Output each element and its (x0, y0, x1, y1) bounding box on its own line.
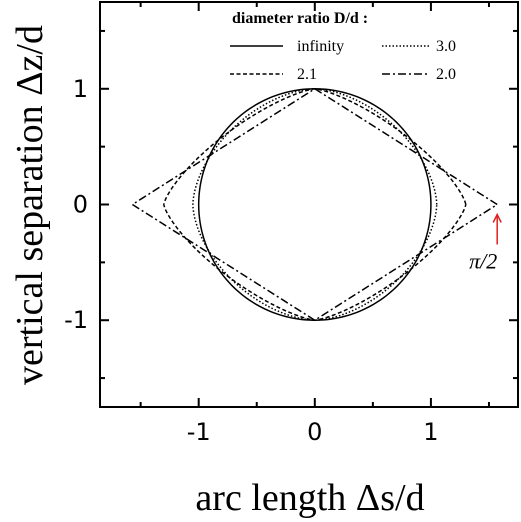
curve-2-1 (163, 88, 467, 321)
x-tick-label: 0 (307, 418, 322, 446)
legend-label-3-0: 3.0 (436, 38, 456, 55)
legend-label-infinity: infinity (297, 38, 344, 55)
curve-infinity (197, 88, 432, 321)
y-tick-label: 1 (73, 75, 88, 103)
plot-frame (99, 1, 519, 408)
axis-ticks (100, 2, 518, 407)
pi-over-2-annotation: π/2 (469, 212, 502, 274)
y-axis-label: vertical separation Δz/d (9, 25, 51, 385)
curve-3-0 (192, 88, 438, 321)
curve-2-0 (131, 87, 499, 322)
annotation-arrow-head (492, 212, 502, 223)
curves (131, 87, 499, 322)
y-tick-label: -1 (64, 306, 88, 334)
x-axis-label: arc length Δs/d (195, 477, 424, 519)
legend-label-2-0: 2.0 (436, 66, 456, 83)
legend-label-2-1: 2.1 (297, 66, 317, 83)
annotation-text: π/2 (469, 249, 497, 274)
x-tick-label: 1 (423, 418, 438, 446)
x-tick-label: -1 (187, 418, 211, 446)
legend: diameter ratio D/d : infinity 3.0 2.1 2.… (230, 10, 456, 83)
tick-labels: -1 0 1 1 0 -1 (64, 75, 438, 446)
y-tick-label: 0 (73, 191, 88, 219)
legend-title: diameter ratio D/d : (232, 10, 368, 27)
